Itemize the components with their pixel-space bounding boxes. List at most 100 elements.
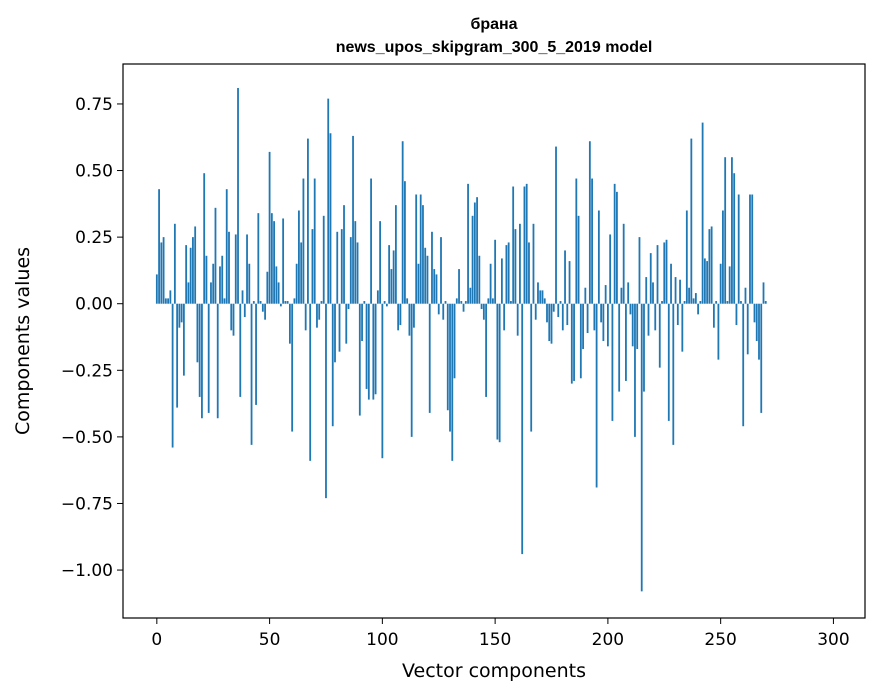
bar xyxy=(694,293,697,304)
bar xyxy=(207,303,210,413)
bar xyxy=(645,277,648,304)
bar xyxy=(187,282,190,304)
bar xyxy=(498,303,501,443)
bar xyxy=(284,301,287,304)
bar xyxy=(246,234,248,304)
bar xyxy=(201,303,203,419)
bar xyxy=(214,207,217,304)
bar xyxy=(546,303,548,323)
bar xyxy=(469,287,472,304)
bar xyxy=(223,298,226,304)
bar xyxy=(649,253,652,304)
bar xyxy=(171,303,174,448)
bar xyxy=(640,303,643,592)
bar xyxy=(424,247,427,304)
bar xyxy=(534,303,537,320)
bar xyxy=(600,303,603,323)
bar xyxy=(435,274,438,304)
bar xyxy=(726,301,729,304)
bar xyxy=(606,303,609,347)
bar xyxy=(428,303,431,413)
bar xyxy=(444,301,447,304)
bar xyxy=(627,282,630,304)
bar xyxy=(701,122,704,304)
bar xyxy=(516,303,519,336)
bar xyxy=(437,303,440,315)
bar xyxy=(559,301,562,304)
bar xyxy=(363,301,366,304)
bar xyxy=(467,183,469,304)
bar xyxy=(347,303,350,310)
bar xyxy=(343,205,345,304)
bar xyxy=(273,221,275,304)
bar xyxy=(365,303,368,389)
bar xyxy=(449,303,451,432)
bar xyxy=(322,215,325,304)
bar xyxy=(374,303,377,395)
bar xyxy=(431,231,433,304)
bar xyxy=(672,303,675,445)
bar xyxy=(584,287,587,304)
bar xyxy=(406,298,409,304)
y-tick-label: −0.75 xyxy=(61,494,113,514)
bar xyxy=(703,258,706,304)
bar xyxy=(257,213,260,304)
bar xyxy=(595,303,598,488)
x-tick-label: 150 xyxy=(479,630,511,650)
bar xyxy=(690,138,693,304)
bar xyxy=(185,245,188,304)
bar xyxy=(744,287,747,304)
bar xyxy=(422,205,424,304)
y-tick-label: −0.50 xyxy=(61,428,113,448)
bar xyxy=(354,221,357,304)
bar xyxy=(415,194,418,304)
bar xyxy=(361,303,363,341)
bar xyxy=(604,285,607,304)
bar xyxy=(219,266,221,304)
bar xyxy=(320,301,323,304)
bar xyxy=(234,234,237,304)
bar xyxy=(228,231,230,304)
bar xyxy=(514,229,517,304)
bar xyxy=(453,303,456,379)
bar xyxy=(609,234,612,304)
bar xyxy=(311,229,314,304)
bar xyxy=(636,303,639,349)
bar xyxy=(178,303,181,328)
bar xyxy=(582,303,584,349)
x-tick-label: 200 xyxy=(592,630,624,650)
bar xyxy=(510,301,512,304)
bar xyxy=(334,303,336,363)
bar xyxy=(279,303,282,307)
bar xyxy=(487,298,490,304)
bar xyxy=(550,303,553,344)
bar xyxy=(507,242,510,304)
bar xyxy=(588,141,591,304)
bar xyxy=(751,194,754,304)
y-axis-label: Components values xyxy=(12,247,34,435)
bar xyxy=(731,157,733,304)
bar xyxy=(548,303,551,341)
bar xyxy=(528,242,530,304)
bar xyxy=(392,250,395,304)
bar xyxy=(433,269,436,304)
bar xyxy=(182,303,185,376)
bar xyxy=(390,269,393,304)
bar xyxy=(291,303,294,432)
bar xyxy=(458,269,460,304)
bar xyxy=(462,303,465,312)
bar xyxy=(243,303,246,318)
bar xyxy=(327,98,330,304)
bar xyxy=(205,255,208,304)
bar xyxy=(352,135,354,304)
bar xyxy=(379,221,381,304)
bar xyxy=(293,298,296,304)
y-tick-label: 0.75 xyxy=(75,95,113,115)
bar xyxy=(688,287,690,304)
bar xyxy=(586,303,589,334)
bar xyxy=(210,282,212,304)
bar xyxy=(557,303,560,318)
bar xyxy=(203,173,206,304)
bar xyxy=(692,298,695,304)
bar xyxy=(722,210,724,304)
